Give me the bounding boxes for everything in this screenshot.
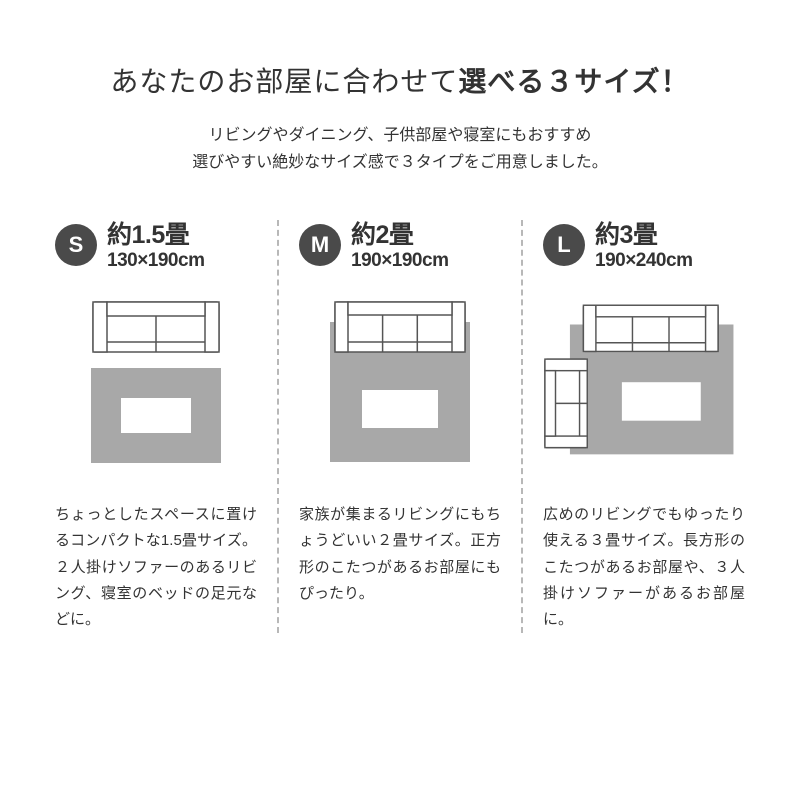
size-badge-l: L <box>543 224 585 266</box>
divider-2 <box>521 220 523 633</box>
size-column-s: S 約1.5畳 130×190cm <box>41 220 271 633</box>
divider-1 <box>277 220 279 633</box>
diagram-l <box>543 295 745 480</box>
sub-line2: 選びやすい絶妙なサイズ感で３タイプをご用意しました。 <box>192 154 608 171</box>
size-header-s: S 約1.5畳 130×190cm <box>55 220 257 273</box>
size-column-l: L 約3畳 190×240cm <box>529 220 759 633</box>
size-columns: S 約1.5畳 130×190cm <box>40 220 760 633</box>
diagram-svg-l <box>543 300 745 475</box>
diagram-s <box>55 295 257 480</box>
size-badge-m: M <box>299 224 341 266</box>
dims-m: 190×190cm <box>351 250 448 273</box>
size-text-l: 約3畳 190×240cm <box>595 220 692 273</box>
size-text-s: 約1.5畳 130×190cm <box>107 220 204 273</box>
desc-l: 広めのリビングでもゆったり使える３畳サイズ。長方形のこたつがあるお部屋や、３人掛… <box>543 502 745 633</box>
size-badge-s: S <box>55 224 97 266</box>
diagram-m <box>299 295 501 480</box>
headline-plain: あなたのお部屋に合わせて <box>110 66 458 97</box>
diagram-svg-m <box>310 300 490 475</box>
sub-line1: リビングやダイニング、子供部屋や寝室にもおすすめ <box>209 127 592 144</box>
desc-s: ちょっとしたスペースに置けるコンパクトな1.5畳サイズ。２人掛けソファーのあるリ… <box>55 502 257 633</box>
tatami-s: 約1.5畳 <box>107 220 204 250</box>
desc-m: 家族が集まるリビングにもちょうどいい２畳サイズ。正方形のこたつがあるお部屋にもぴ… <box>299 502 501 607</box>
tatami-m: 約2畳 <box>351 220 448 250</box>
dims-l: 190×240cm <box>595 250 692 273</box>
tatami-l: 約3畳 <box>595 220 692 250</box>
size-column-m: M 約2畳 190×190cm <box>285 220 515 633</box>
diagram-svg-s <box>71 300 241 475</box>
dims-s: 130×190cm <box>107 250 204 273</box>
headline: あなたのお部屋に合わせて選べる３サイズ！ <box>40 60 760 100</box>
size-header-l: L 約3畳 190×240cm <box>543 220 745 273</box>
subheading: リビングやダイニング、子供部屋や寝室にもおすすめ 選びやすい絶妙なサイズ感で３タ… <box>40 122 760 176</box>
size-text-m: 約2畳 190×190cm <box>351 220 448 273</box>
headline-emph: 選べる３サイズ！ <box>458 66 689 97</box>
size-header-m: M 約2畳 190×190cm <box>299 220 501 273</box>
